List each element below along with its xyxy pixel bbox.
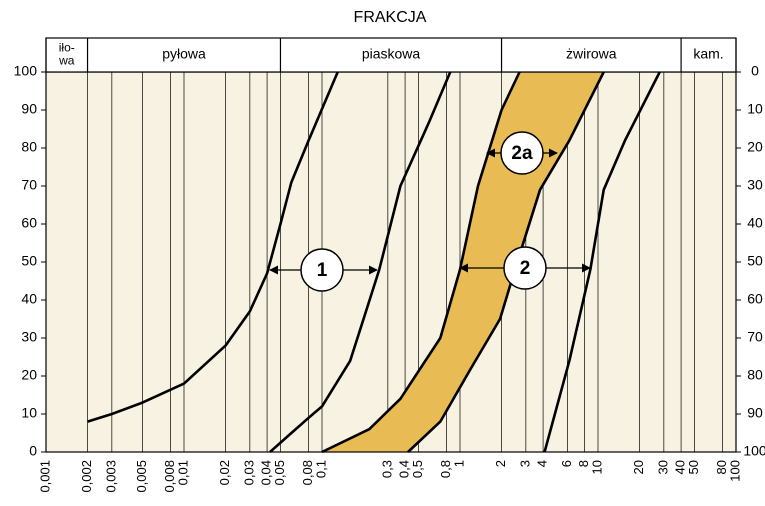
y2-tick-label: 0: [751, 63, 759, 79]
y2-tick-label: 100: [743, 443, 765, 459]
x-tick-label: 1: [451, 460, 466, 467]
plot-background: [46, 72, 736, 452]
y2-tick-label: 70: [747, 329, 763, 345]
x-tick-label: 0,5: [410, 460, 425, 478]
x-tick-label: 0,02: [217, 460, 232, 485]
x-tick-label: 0,01: [175, 460, 190, 485]
y-tick-label: 60: [21, 215, 37, 231]
x-tick-label: 3: [517, 460, 532, 467]
x-tick-label: 50: [686, 460, 701, 474]
x-tick-label: 0,05: [272, 460, 287, 485]
y2-tick-label: 80: [747, 367, 763, 383]
fraction-label: pyłowa: [162, 46, 206, 62]
x-tick-label: 0,8: [438, 460, 453, 478]
y2-tick-label: 20: [747, 139, 763, 155]
annotation-label: 2a: [511, 143, 533, 164]
y2-tick-label: 50: [747, 253, 763, 269]
y-tick-label: 80: [21, 139, 37, 155]
y-tick-label: 70: [21, 177, 37, 193]
x-tick-label: 40: [673, 460, 688, 474]
x-tick-label: 0,03: [241, 460, 256, 485]
y-tick-label: 10: [21, 405, 37, 421]
x-tick-label: 30: [655, 460, 670, 474]
x-tick-label: 20: [631, 460, 646, 474]
annotation-circle: [503, 246, 547, 290]
y-tick-label: 90: [21, 101, 37, 117]
chart-title: FRAKCJA: [354, 9, 427, 26]
x-tick-label: 100: [727, 460, 742, 482]
x-tick-label: 80: [714, 460, 729, 474]
fraction-label: wa: [58, 54, 75, 68]
x-tick-label: 0,001: [37, 460, 52, 493]
x-tick-label: 0,4: [397, 460, 412, 478]
grading-curve: [543, 71, 661, 453]
y-tick-label: 20: [21, 367, 37, 383]
y2-tick-label: 40: [747, 215, 763, 231]
x-tick-label: 0,005: [134, 460, 149, 493]
x-tick-label: 0,04: [259, 460, 274, 485]
fraction-label: iło-: [59, 41, 75, 55]
fraction-label: kam.: [693, 46, 723, 62]
grading-curve: [87, 71, 339, 423]
y2-tick-label: 60: [747, 291, 763, 307]
y-tick-label: 0: [29, 443, 37, 459]
x-tick-label: 0,1: [313, 460, 328, 478]
y2-tick-label: 90: [747, 405, 763, 421]
fraction-label: piaskowa: [362, 46, 421, 62]
x-tick-label: 6: [559, 460, 574, 467]
annotation-label: 2: [520, 258, 531, 279]
x-tick-label: 0,08: [300, 460, 315, 485]
x-tick-label: 0,3: [379, 460, 394, 478]
x-tick-label: 2: [493, 460, 508, 467]
x-tick-label: 8: [576, 460, 591, 467]
y2-tick-label: 30: [747, 177, 763, 193]
y-tick-label: 40: [21, 291, 37, 307]
x-tick-label: 4: [535, 460, 550, 467]
annotation-label: 1: [317, 260, 328, 281]
x-tick-label: 0,008: [162, 460, 177, 493]
grading-curve: [269, 71, 452, 453]
grading-curve: [407, 71, 605, 453]
x-tick-label: 0,002: [79, 460, 94, 493]
y-tick-label: 100: [14, 63, 38, 79]
y2-tick-label: 10: [747, 101, 763, 117]
grading-curve: [321, 71, 521, 454]
x-tick-label: 0,003: [103, 460, 118, 493]
y-tick-label: 30: [21, 329, 37, 345]
y-tick-label: 50: [21, 253, 37, 269]
x-tick-label: 10: [589, 460, 604, 474]
annotation-circle: [300, 248, 344, 292]
fraction-label: żwirowa: [566, 46, 617, 62]
annotation-circle: [500, 131, 544, 175]
